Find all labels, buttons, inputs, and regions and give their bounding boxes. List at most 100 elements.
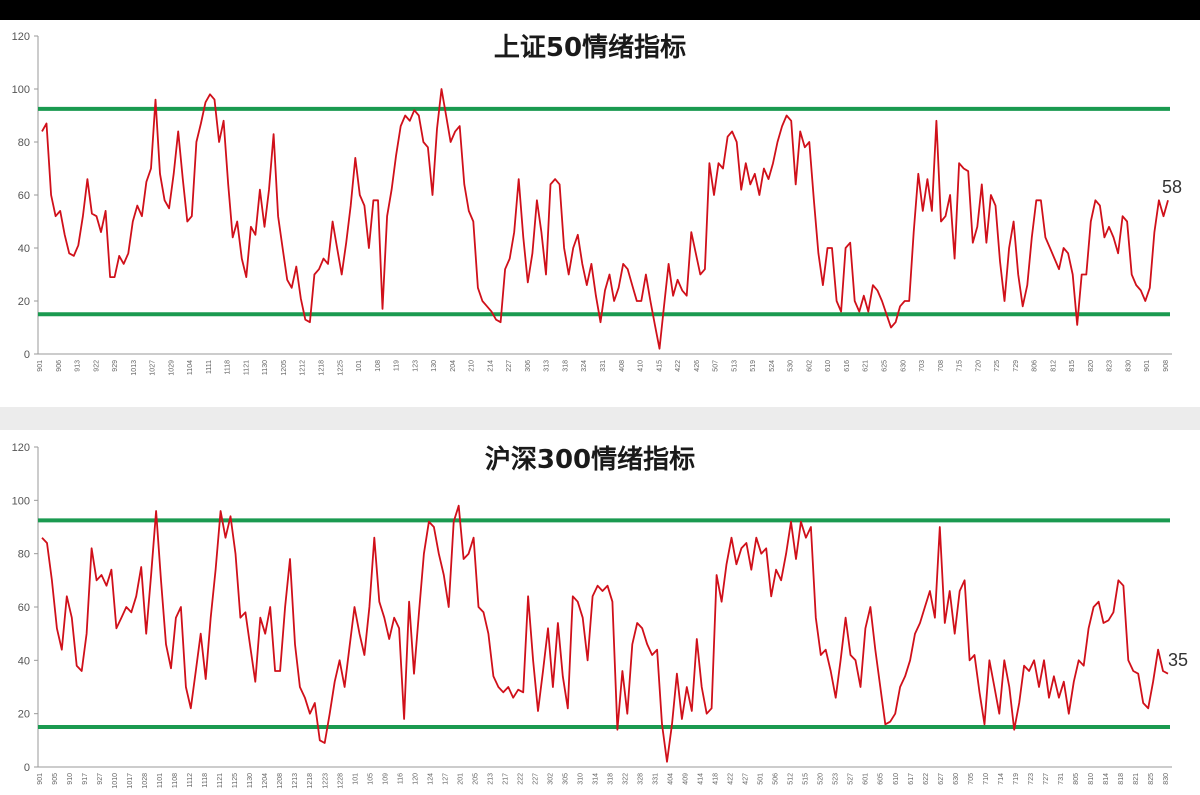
x-tick-label: 318 bbox=[562, 360, 569, 372]
x-tick-label: 705 bbox=[968, 773, 975, 785]
x-tick-label: 404 bbox=[668, 773, 675, 785]
x-tick-label: 123 bbox=[412, 360, 419, 372]
x-tick-label: 227 bbox=[506, 360, 513, 372]
x-tick-label: 1212 bbox=[300, 360, 307, 376]
x-tick-label: 917 bbox=[82, 773, 89, 785]
x-tick-label: 108 bbox=[375, 360, 382, 372]
x-tick-label: 720 bbox=[975, 360, 982, 372]
y-tick-label: 80 bbox=[18, 549, 30, 561]
x-tick-label: 512 bbox=[788, 773, 795, 785]
y-ticks: 0 20 40 60 80 100 120 bbox=[12, 31, 38, 361]
x-tick-label: 101 bbox=[356, 360, 363, 372]
x-tick-label: 1118 bbox=[225, 360, 232, 375]
x-tick-label: 1205 bbox=[281, 360, 288, 376]
x-tick-label: 513 bbox=[731, 360, 738, 372]
x-tick-label: 524 bbox=[769, 360, 776, 372]
y-tick-label: 120 bbox=[12, 31, 30, 43]
y-tick-label: 40 bbox=[18, 243, 30, 255]
x-tick-label: 324 bbox=[581, 360, 588, 372]
x-tick-label: 1017 bbox=[127, 773, 134, 789]
x-tick-label: 906 bbox=[56, 360, 63, 372]
x-tick-label: 520 bbox=[818, 773, 825, 785]
x-tick-label: 101 bbox=[352, 773, 359, 785]
x-tick-label: 710 bbox=[983, 773, 990, 785]
x-tick-label: 630 bbox=[953, 773, 960, 785]
x-tick-label: 414 bbox=[698, 773, 705, 785]
x-tick-label: 821 bbox=[1133, 773, 1140, 785]
x-tick-label: 1208 bbox=[277, 773, 284, 789]
x-tick-label: 127 bbox=[442, 773, 449, 785]
y-ticks: 0 20 40 60 80 100 120 bbox=[12, 442, 38, 774]
x-tick-label: 617 bbox=[908, 773, 915, 785]
x-tick-label: 622 bbox=[923, 773, 930, 785]
x-tick-label: 530 bbox=[788, 360, 795, 372]
chart-title: 上证50情绪指标 bbox=[494, 32, 686, 63]
last-value-label: 35 bbox=[1168, 650, 1188, 670]
y-tick-label: 0 bbox=[24, 762, 30, 774]
panel-gap bbox=[0, 407, 1200, 430]
x-tick-label: 222 bbox=[517, 773, 524, 785]
x-tick-label: 1218 bbox=[307, 773, 314, 789]
x-tick-label: 322 bbox=[623, 773, 630, 785]
x-tick-label: 519 bbox=[750, 360, 757, 372]
x-tick-label: 1130 bbox=[247, 773, 254, 788]
threshold-bands bbox=[38, 518, 1170, 729]
y-tick-label: 120 bbox=[12, 442, 30, 454]
x-tick-label: 227 bbox=[532, 773, 539, 785]
x-tick-label: 1204 bbox=[262, 773, 269, 789]
x-tick-label: 120 bbox=[412, 773, 419, 785]
x-tick-label: 910 bbox=[67, 773, 74, 785]
y-tick-label: 60 bbox=[18, 190, 30, 202]
x-tick-label: 415 bbox=[656, 360, 663, 372]
x-tick-label: 818 bbox=[1118, 773, 1125, 785]
x-tick-label: 805 bbox=[1073, 773, 1080, 785]
y-tick-label: 60 bbox=[18, 602, 30, 614]
x-tick-label: 310 bbox=[577, 773, 584, 785]
x-tick-label: 820 bbox=[1088, 360, 1095, 372]
chart-hs300: 沪深300情绪指标 0 20 40 60 80 100 120 901 905 910 917 92… bbox=[0, 430, 1200, 795]
x-tick-label: 217 bbox=[502, 773, 509, 785]
x-tick-label: 901 bbox=[1144, 360, 1151, 372]
series-line bbox=[41, 88, 1169, 350]
x-tick-label: 927 bbox=[97, 773, 104, 785]
x-tick-label: 119 bbox=[394, 360, 401, 371]
chart-sz50: 上证50情绪指标 0 20 40 60 80 100 120 901 906 913 922 929… bbox=[0, 20, 1200, 407]
chart-panel bbox=[0, 430, 1200, 795]
series-layer bbox=[41, 504, 1169, 763]
x-tick-label: 427 bbox=[743, 773, 750, 785]
x-tick-label: 723 bbox=[1028, 773, 1035, 785]
series-layer bbox=[41, 88, 1169, 350]
x-tick-label: 1118 bbox=[202, 773, 209, 788]
x-tick-label: 1112 bbox=[187, 773, 194, 788]
top-bar bbox=[0, 0, 1200, 20]
y-tick-label: 100 bbox=[12, 495, 30, 507]
x-tick-label: 825 bbox=[1148, 773, 1155, 785]
x-tick-label: 314 bbox=[592, 773, 599, 785]
x-tick-label: 130 bbox=[431, 360, 438, 372]
x-tick-label: 627 bbox=[938, 773, 945, 785]
x-tick-label: 331 bbox=[653, 773, 660, 785]
x-tick-label: 823 bbox=[1107, 360, 1114, 372]
x-tick-label: 210 bbox=[469, 360, 476, 372]
y-tick-label: 20 bbox=[18, 296, 30, 308]
x-tick-label: 507 bbox=[713, 360, 720, 372]
x-tick-label: 426 bbox=[694, 360, 701, 372]
x-tick-label: 729 bbox=[1013, 360, 1020, 372]
x-tick-label: 418 bbox=[713, 773, 720, 785]
y-tick-label: 40 bbox=[18, 655, 30, 667]
x-ticks: 901 905 910 917 927 1010 1017 1028 1101 1108 1112 1… bbox=[37, 773, 1170, 789]
x-tick-label: 1013 bbox=[131, 360, 138, 376]
x-tick-label: 318 bbox=[608, 773, 615, 785]
x-tick-label: 1218 bbox=[319, 360, 326, 376]
series-line bbox=[41, 504, 1169, 763]
x-tick-label: 922 bbox=[93, 360, 100, 372]
x-tick-label: 830 bbox=[1163, 773, 1170, 785]
x-tick-label: 305 bbox=[562, 773, 569, 785]
x-tick-label: 708 bbox=[938, 360, 945, 372]
x-tick-label: 1223 bbox=[322, 773, 329, 789]
x-tick-label: 630 bbox=[900, 360, 907, 372]
y-tick-label: 100 bbox=[12, 84, 30, 96]
x-tick-label: 616 bbox=[844, 360, 851, 372]
x-tick-label: 1121 bbox=[243, 360, 250, 375]
x-tick-label: 905 bbox=[52, 773, 59, 785]
